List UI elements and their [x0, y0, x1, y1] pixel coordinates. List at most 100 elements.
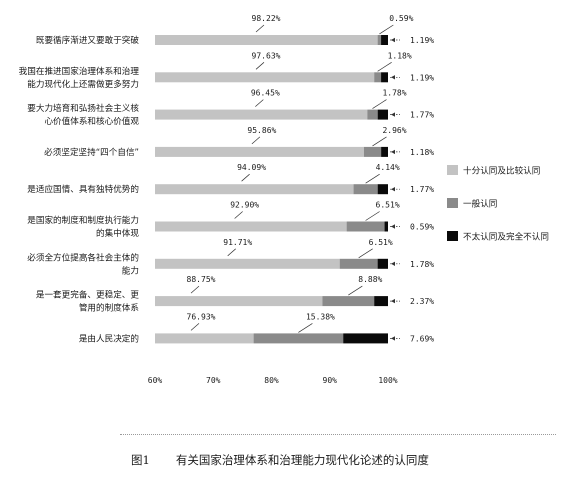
data-label-high-agree: 94.09% [237, 163, 266, 172]
bar-segment-high-agree [155, 258, 340, 269]
leader-line [365, 211, 380, 221]
figure-title: 有关国家治理体系和治理能力现代化论述的认同度 [175, 453, 429, 467]
arrow-icon [391, 75, 395, 80]
bar-segment-high-agree [155, 296, 323, 307]
bar-segment-general-agree [353, 184, 378, 195]
leader-line [255, 24, 265, 33]
bar-segment-high-agree [155, 72, 375, 83]
category-label: 必须坚定坚持“四个自信” [44, 146, 139, 158]
bar-segment-disagree [381, 35, 388, 45]
bar-row: 是由人民决定的 76.93% 15.38% 7.69% [79, 312, 434, 344]
data-label-disagree: 1.77% [410, 111, 434, 120]
bar-row: 是适应国情、具有独特优势的 94.09% 4.14% 1.77% [27, 163, 434, 195]
data-label-high-agree: 97.63% [252, 51, 281, 60]
bar-segment-high-agree [155, 333, 254, 344]
data-label-general-agree: 6.51% [369, 238, 393, 247]
figure-caption: 图1 有关国家治理体系和治理能力现代化论述的认同度 [131, 452, 429, 468]
x-axis: 60% 70% 80% 90% 100% [148, 376, 398, 385]
data-label-general-agree: 1.78% [382, 89, 406, 98]
x-tick-label: 60% [148, 376, 163, 385]
bar-segment-high-agree [155, 146, 364, 157]
figure-number: 图1 [131, 453, 150, 467]
data-label-general-agree: 2.96% [382, 126, 406, 135]
x-tick-label: 80% [264, 376, 279, 385]
x-tick-label: 100% [378, 376, 397, 385]
category-label: 能力现代化上还需做更多努力 [27, 78, 139, 90]
bar-row: 既要循序渐进又要敢于突破 98.22% 0.59% 1.19% [36, 14, 434, 46]
leader-line [358, 248, 373, 259]
bar-segment-disagree [377, 258, 388, 269]
leader-line [234, 211, 243, 219]
data-label-disagree: 0.59% [410, 223, 434, 232]
bar-segment-general-agree [374, 72, 382, 83]
arrow-icon [391, 261, 395, 266]
arrow-icon [391, 112, 395, 117]
data-label-high-agree: 88.75% [187, 275, 216, 284]
leader-line [255, 62, 265, 70]
bar-segment-disagree [374, 296, 388, 307]
data-label-disagree: 7.69% [410, 334, 434, 343]
data-label-high-agree: 95.86% [247, 126, 276, 135]
category-label: 要大力培育和弘扬社会主义核 [27, 102, 139, 114]
bar-row: 必须坚定坚持“四个自信” 95.86% 2.96% 1.18% [44, 126, 434, 158]
bar-segment-general-agree [253, 333, 344, 344]
legend-label: 一般认同 [463, 198, 497, 210]
bar-segment-disagree [381, 146, 388, 157]
data-label-disagree: 2.37% [410, 297, 434, 306]
category-label: 是适应国情、具有独特优势的 [27, 183, 139, 195]
arrow-icon [391, 149, 395, 155]
caption-divider [120, 434, 556, 435]
arrow-icon [391, 224, 395, 229]
data-label-general-agree: 1.18% [388, 51, 412, 60]
leader-line [372, 136, 387, 147]
arrow-icon [391, 298, 395, 304]
data-label-disagree: 1.77% [410, 185, 434, 194]
data-label-general-agree: 8.88% [358, 275, 382, 284]
legend-swatch [447, 198, 458, 208]
category-label: 心价值体系和核心价值观 [44, 115, 139, 127]
data-label-high-agree: 98.22% [252, 14, 281, 23]
data-label-disagree: 1.19% [410, 36, 434, 45]
category-label: 是一套更完备、更稳定、更 [36, 289, 140, 301]
bar-segment-disagree [384, 221, 388, 232]
leader-line [227, 248, 236, 257]
data-label-high-agree: 92.90% [230, 201, 259, 210]
bar-segment-general-agree [346, 221, 385, 232]
leader-line [379, 24, 394, 35]
data-label-high-agree: 76.93% [187, 312, 216, 321]
leader-line [365, 173, 380, 184]
bar-segment-disagree [381, 72, 388, 83]
data-label-disagree: 1.19% [410, 73, 434, 82]
category-label: 管用的制度体系 [79, 302, 140, 314]
leader-line [372, 99, 387, 109]
x-tick-label: 90% [323, 376, 338, 385]
data-label-general-agree: 15.38% [306, 312, 335, 321]
leader-line [348, 285, 363, 296]
legend-swatch [447, 231, 458, 241]
bar-segment-general-agree [322, 296, 375, 307]
data-label-general-agree: 6.51% [376, 201, 400, 210]
bar-segment-high-agree [155, 221, 347, 232]
category-label: 我国在推进国家治理体系和治理 [19, 65, 140, 77]
bar-segment-general-agree [339, 258, 378, 269]
category-label: 能力 [122, 264, 139, 276]
data-label-high-agree: 96.45% [251, 89, 280, 98]
leader-line [255, 99, 264, 107]
bar-segment-high-agree [155, 109, 368, 120]
legend-label: 十分认同及比较认同 [463, 165, 540, 177]
x-tick-label: 70% [206, 376, 221, 385]
category-label: 必须全方位提高各社会主体的 [27, 251, 139, 263]
data-label-high-agree: 91.71% [223, 238, 252, 247]
category-label: 是由人民决定的 [79, 332, 139, 344]
category-label: 是国家的制度和制度执行能力 [27, 214, 139, 226]
bar-segment-disagree [343, 333, 388, 344]
bar-segment-general-agree [363, 146, 382, 157]
arrow-icon [391, 37, 395, 43]
